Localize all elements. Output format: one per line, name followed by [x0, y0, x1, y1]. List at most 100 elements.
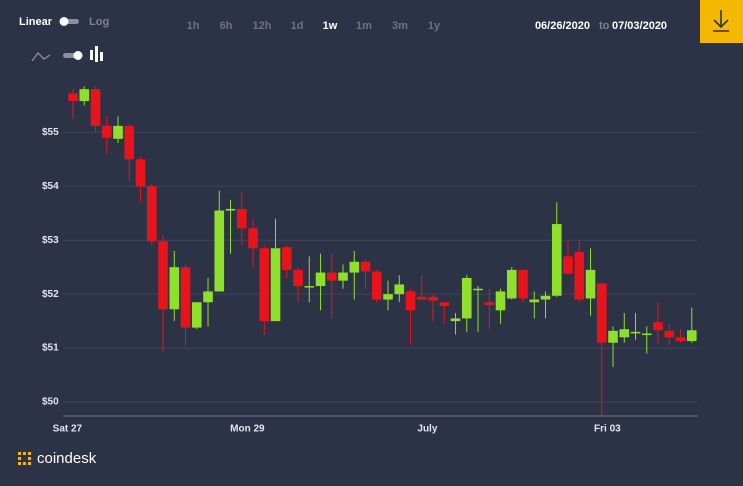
candle-body	[293, 269, 303, 287]
candle-body	[574, 252, 585, 300]
candle-body	[304, 286, 315, 288]
candle-body	[259, 248, 270, 322]
icon-bar	[90, 50, 93, 60]
date-to[interactable]: 07/03/2020	[612, 20, 667, 32]
candle-body	[180, 267, 191, 328]
y-tick-label: $51	[42, 343, 59, 354]
candle-body	[630, 331, 641, 334]
candle-body	[236, 208, 247, 229]
logo-dot	[28, 462, 31, 465]
range-button[interactable]: 1w	[323, 20, 338, 32]
x-tick-label: July	[417, 424, 437, 435]
candle-body	[675, 337, 686, 342]
candle-body	[686, 330, 697, 342]
candle-body	[428, 296, 438, 301]
candle-body	[495, 291, 506, 311]
candle-mode-icon[interactable]	[90, 46, 103, 62]
candle-body	[79, 89, 90, 102]
toggle-knob	[59, 17, 69, 26]
candle-body	[281, 247, 292, 270]
candle-body	[439, 302, 450, 307]
range-button[interactable]: 6h	[220, 20, 233, 32]
candle-body	[90, 89, 101, 126]
candle-body	[563, 256, 573, 274]
candle-body	[394, 284, 405, 295]
range-button[interactable]: 1y	[428, 20, 441, 32]
candle-body	[619, 329, 630, 338]
candle-body	[68, 93, 78, 102]
candle-body	[146, 186, 157, 242]
candle-body	[518, 269, 528, 299]
download-icon	[713, 10, 729, 32]
candle-body	[158, 241, 168, 310]
candle-body	[596, 283, 607, 343]
download-button[interactable]	[700, 0, 743, 43]
candle-body	[383, 294, 393, 300]
x-tick-label: Fri 03	[594, 424, 621, 435]
x-tick-label: Mon 29	[230, 424, 265, 435]
candle-body	[506, 269, 517, 299]
candle-body	[461, 277, 472, 319]
candle-body	[371, 271, 382, 300]
candle-body	[191, 302, 202, 328]
candle-body	[135, 159, 146, 187]
candle-body	[551, 224, 562, 296]
date-separator: to	[599, 20, 610, 32]
candle-body	[450, 318, 461, 322]
scale-log[interactable]: Log	[89, 16, 109, 28]
scale-linear[interactable]: Linear	[19, 16, 53, 28]
logo-dot	[18, 457, 21, 460]
candle-body	[608, 330, 618, 343]
candle-body	[641, 333, 652, 336]
scale-toggle[interactable]	[59, 17, 80, 26]
y-tick-label: $52	[42, 289, 59, 300]
brand-logo-icon	[18, 452, 31, 465]
candle-body	[315, 272, 326, 287]
candle-body	[349, 261, 360, 273]
logo-dot	[28, 457, 31, 460]
range-button[interactable]: 3m	[392, 20, 408, 32]
logo-dot	[18, 452, 21, 455]
range-button[interactable]: 12h	[253, 20, 272, 32]
candle-body	[203, 291, 213, 303]
candle-body	[124, 125, 135, 160]
date-from[interactable]: 06/26/2020	[535, 20, 590, 32]
candle-body	[326, 272, 337, 281]
brand-name: coindesk	[37, 450, 97, 467]
range-button[interactable]: 1h	[187, 20, 200, 32]
candle-body	[113, 125, 123, 139]
toggle-knob	[73, 51, 83, 60]
candle-body	[529, 299, 540, 303]
y-tick-label: $53	[42, 235, 59, 246]
candle-body	[248, 228, 258, 249]
mode-toggle[interactable]	[63, 51, 83, 60]
candle-body	[338, 272, 348, 281]
y-tick-label: $54	[42, 181, 59, 192]
icon-bar	[95, 46, 98, 62]
candle-body	[653, 322, 663, 331]
candle-body	[270, 248, 281, 322]
candle-body	[169, 267, 180, 310]
candle-body	[225, 208, 236, 211]
candle-body	[360, 261, 371, 272]
candle-body	[664, 330, 675, 338]
range-button[interactable]: 1m	[356, 20, 372, 32]
candle-body	[540, 295, 551, 300]
candle-body	[214, 210, 225, 292]
logo-dot	[18, 462, 21, 465]
candle-body	[585, 269, 596, 299]
candle-body	[101, 125, 112, 138]
x-tick-label: Sat 27	[53, 424, 83, 435]
candle-body	[416, 296, 427, 300]
candle-body	[405, 291, 416, 311]
line-mode-icon[interactable]	[31, 52, 51, 62]
logo-dot	[23, 452, 26, 455]
candle-body	[473, 288, 483, 291]
range-button[interactable]: 1d	[291, 20, 304, 32]
icon-bar	[100, 52, 103, 61]
logo-dot	[28, 452, 31, 455]
y-tick-label: $50	[42, 397, 59, 408]
